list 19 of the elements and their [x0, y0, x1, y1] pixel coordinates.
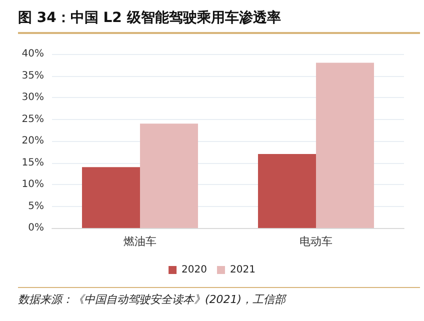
y-tick-label: 40%	[22, 48, 44, 60]
y-tick-label: 30%	[22, 92, 44, 103]
y-tick-label: 25%	[22, 114, 44, 125]
y-tick-label: 5%	[28, 200, 44, 212]
y-tick-label: 10%	[22, 179, 44, 190]
legend-label: 2020	[182, 264, 208, 276]
y-tick-label: 20%	[22, 136, 44, 146]
x-tick-label: 电动车	[300, 235, 332, 248]
bar	[140, 124, 198, 228]
x-tick-label: 燃油车	[124, 235, 156, 248]
source-note: 数据来源：《中国自动驾驶安全读本》(2021)，工信部	[18, 292, 288, 307]
y-tick-label: 35%	[22, 70, 44, 82]
chart-title: 图 34：中国 L2 级智能驾驶乘用车渗透率	[18, 4, 420, 34]
y-tick-label: 0%	[28, 222, 44, 234]
bar	[258, 154, 316, 228]
y-tick-label: 15%	[22, 157, 44, 168]
bar	[82, 167, 140, 228]
bar	[316, 62, 374, 228]
legend-label: 2021	[230, 264, 256, 276]
